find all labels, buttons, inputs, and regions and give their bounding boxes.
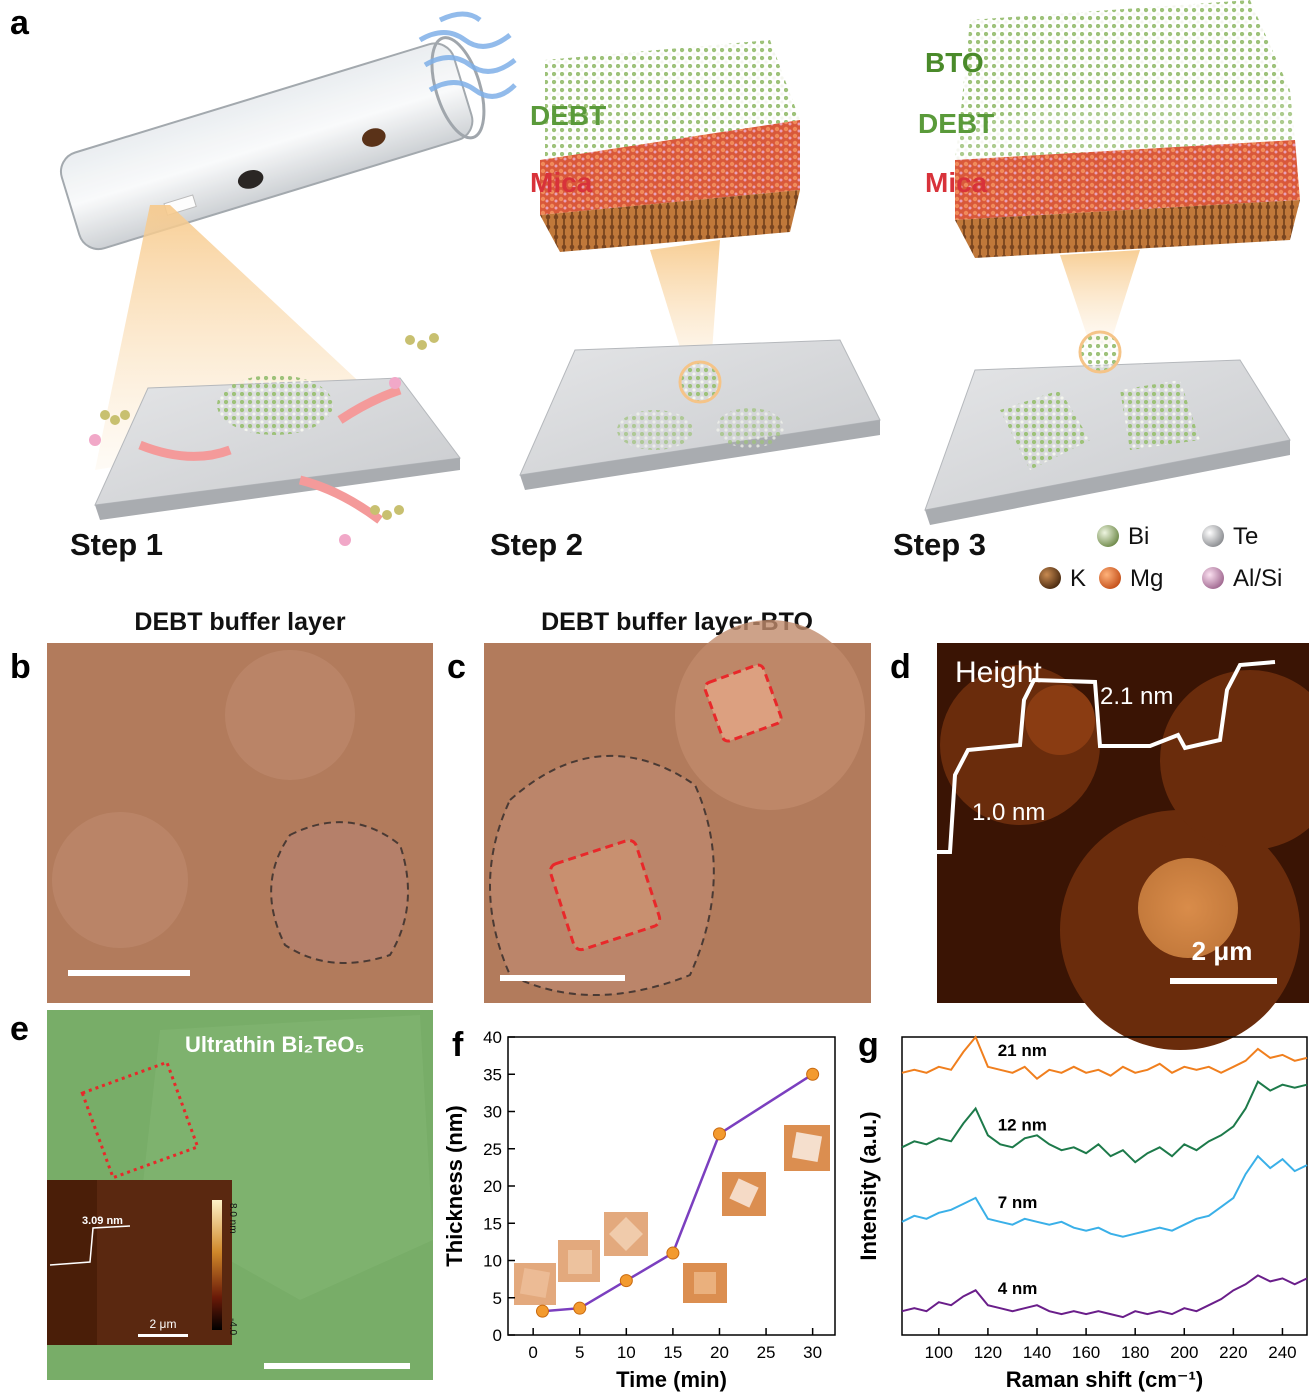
colorbar-label: 8.0 nm — [227, 1203, 238, 1234]
legend-swatch — [1039, 567, 1061, 589]
legend-swatch — [1099, 567, 1121, 589]
x-tick-label: 160 — [1072, 1343, 1100, 1362]
panel-label: f — [452, 1026, 464, 1064]
afm-label: Height — [955, 656, 1042, 689]
step-label: Step 2 — [490, 527, 583, 562]
panel-label: b — [10, 648, 31, 686]
x-tick-label: 100 — [925, 1343, 953, 1362]
panel-label: a — [10, 4, 30, 42]
layer-stack — [925, 0, 1300, 525]
series-label: 12 nm — [998, 1115, 1047, 1134]
optical-image — [47, 1010, 433, 1380]
scale-bar-label: 2 μm — [150, 1317, 177, 1331]
step-label: Step 3 — [893, 527, 986, 562]
page: { "panel_labels": ["a", "b", "c", "d", "… — [0, 0, 1309, 1392]
data-point — [667, 1247, 679, 1259]
x-tick-label: 120 — [974, 1343, 1002, 1362]
series-label: 7 nm — [998, 1193, 1038, 1212]
plot-frame — [902, 1037, 1307, 1335]
data-point — [620, 1275, 632, 1287]
legend-label: K — [1070, 565, 1086, 592]
y-axis-label: Thickness (nm) — [442, 1105, 467, 1266]
data-point — [807, 1068, 819, 1080]
image-label: Ultrathin Bi₂TeO₅ — [185, 1032, 365, 1057]
y-tick-label: 5 — [493, 1289, 502, 1308]
layer-label: Mica — [530, 167, 593, 198]
panel-title: DEBT buffer layer — [134, 608, 345, 636]
legend-swatch — [1202, 567, 1224, 589]
scale-bar-label: 2 μm — [1192, 936, 1253, 966]
figure: a DEBT Mica — [0, 0, 1309, 1392]
legend-label: Te — [1233, 523, 1258, 550]
x-tick-label: 10 — [617, 1343, 636, 1362]
colorbar-label: -4.0 — [227, 1318, 238, 1336]
x-tick-label: 200 — [1170, 1343, 1198, 1362]
spectrum — [902, 1156, 1307, 1237]
layer-label: Mica — [925, 167, 988, 198]
legend-label: Al/Si — [1233, 565, 1282, 592]
x-axis-label: Time (min) — [616, 1367, 727, 1392]
data-point — [713, 1128, 725, 1140]
y-tick-label: 35 — [483, 1065, 502, 1084]
micrograph — [47, 643, 433, 1003]
step-label: Step 1 — [70, 527, 163, 562]
plot-frame — [508, 1037, 835, 1335]
step-height: 3.09 nm — [82, 1215, 123, 1227]
legend-swatch — [1202, 525, 1224, 547]
x-tick-label: 20 — [710, 1343, 729, 1362]
spectrum — [902, 1037, 1307, 1079]
data-point — [536, 1305, 548, 1317]
panel-label: g — [858, 1026, 879, 1064]
x-tick-label: 140 — [1023, 1343, 1051, 1362]
y-tick-label: 25 — [483, 1140, 502, 1159]
series-label: 21 nm — [998, 1041, 1047, 1060]
spectrum — [902, 1082, 1307, 1163]
x-tick-label: 5 — [575, 1343, 584, 1362]
legend: Bi Te K Mg Al/Si — [1039, 523, 1282, 592]
x-tick-label: 30 — [803, 1343, 822, 1362]
legend-label: Mg — [1130, 565, 1163, 592]
layer-label: DEBT — [918, 108, 994, 139]
panel-label: e — [10, 1010, 29, 1048]
step-height: 2.1 nm — [1100, 683, 1173, 710]
x-tick-label: 240 — [1268, 1343, 1296, 1362]
series-label: 4 nm — [998, 1279, 1038, 1298]
legend-swatch — [1097, 525, 1119, 547]
y-axis-label: Intensity (a.u.) — [856, 1111, 881, 1260]
legend-label: Bi — [1128, 523, 1149, 550]
layer-label: BTO — [925, 47, 984, 78]
y-tick-label: 40 — [483, 1028, 502, 1047]
x-tick-label: 180 — [1121, 1343, 1149, 1362]
thumbnails — [514, 1125, 830, 1305]
x-axis-label: Raman shift (cm⁻¹) — [1006, 1367, 1203, 1392]
y-tick-label: 20 — [483, 1177, 502, 1196]
micrograph — [484, 620, 871, 1003]
x-tick-label: 25 — [757, 1343, 776, 1362]
x-tick-label: 15 — [663, 1343, 682, 1362]
panel-label: d — [890, 648, 911, 686]
x-tick-label: 0 — [528, 1343, 537, 1362]
step-height: 1.0 nm — [972, 799, 1045, 826]
y-tick-label: 0 — [493, 1326, 502, 1345]
panel-label: c — [447, 648, 466, 686]
spectrum — [902, 1275, 1307, 1317]
layer-label: DEBT — [530, 100, 606, 131]
data-point — [574, 1302, 586, 1314]
y-tick-label: 15 — [483, 1214, 502, 1233]
y-tick-label: 10 — [483, 1252, 502, 1271]
y-tick-label: 30 — [483, 1103, 502, 1122]
x-tick-label: 220 — [1219, 1343, 1247, 1362]
